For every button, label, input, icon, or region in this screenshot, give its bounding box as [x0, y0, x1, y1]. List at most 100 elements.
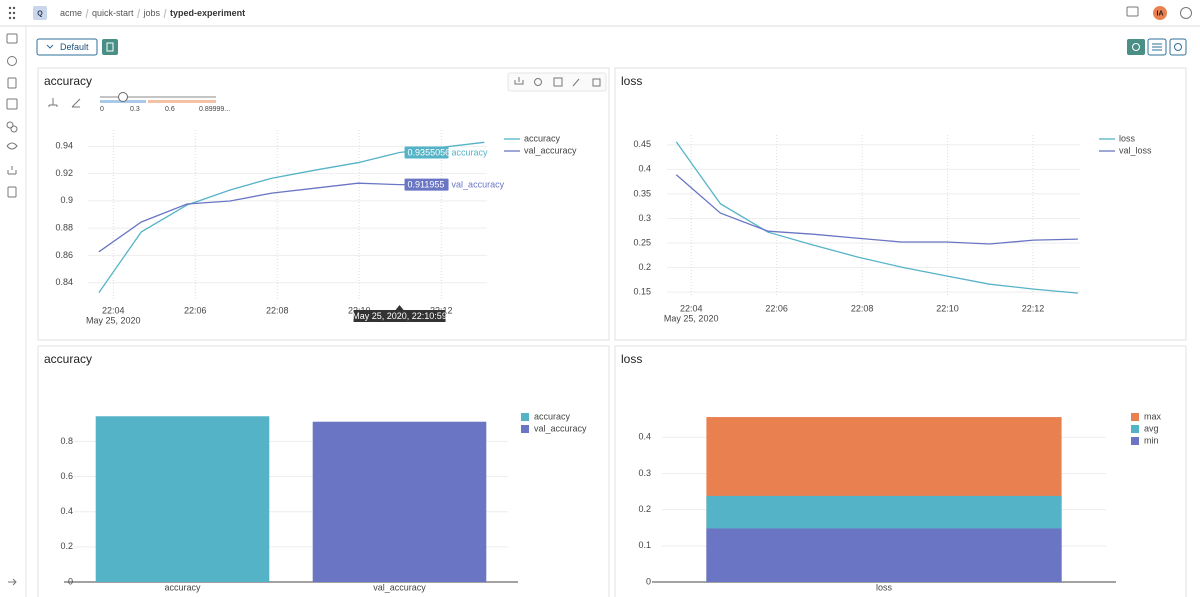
y-tick-label: 0.45 [633, 139, 651, 149]
breadcrumb-separator [163, 8, 167, 19]
legend-label: avg [1144, 423, 1159, 433]
chart-title: accuracy [44, 74, 92, 88]
add-chart-button[interactable] [1127, 39, 1145, 55]
y-tick-label: 0.94 [55, 141, 73, 151]
refresh-button[interactable] [1169, 38, 1187, 56]
avatar[interactable] [1153, 6, 1167, 20]
y-tick-label: 0.3 [638, 468, 651, 478]
x-date-label: May 25, 2020 [86, 315, 141, 325]
hover-x-box [353, 310, 446, 322]
apps-icon[interactable] [8, 6, 16, 20]
y-tick-label: 0.92 [55, 168, 73, 178]
y-tick-label: 0.2 [638, 262, 651, 272]
breadcrumb-separator [137, 8, 141, 19]
slider-label: 0.6 [165, 106, 175, 113]
line-series [675, 141, 1078, 294]
breadcrumb-item[interactable]: acme [60, 8, 82, 18]
x-tick-label: val_accuracy [373, 582, 426, 592]
y-tick-label: 0 [68, 576, 73, 586]
sidebar-icons[interactable] [6, 33, 18, 586]
legend-label: val_accuracy [524, 145, 577, 155]
breadcrumb: acme quick-start jobs typed-experiment [60, 8, 245, 19]
project-badge-text: Q [37, 10, 43, 17]
bar [312, 421, 487, 582]
x-tick-label: 22:12 [1022, 303, 1045, 313]
x-tick-label: 22:06 [765, 303, 788, 313]
y-tick-label: 0.8 [60, 436, 73, 446]
project-badge[interactable] [33, 6, 47, 20]
breadcrumb-item[interactable]: jobs [143, 8, 161, 18]
slider-label: 0.89999... [199, 106, 230, 113]
x-tick-label: 22:10 [936, 303, 959, 313]
y-tick-label: 0.15 [633, 286, 651, 296]
legend-swatch [1131, 413, 1139, 421]
y-tick-label: 0.6 [60, 471, 73, 481]
y-tick-label: 0.9 [60, 195, 73, 205]
add-icon [1132, 43, 1140, 51]
hover-value: 0.9355056 [408, 147, 451, 157]
dropdown-caret [46, 44, 54, 49]
y-tick-label: 0.3 [638, 213, 651, 223]
legend-swatch [521, 413, 529, 421]
legend-swatch [521, 425, 529, 433]
legend-swatch [1131, 425, 1139, 433]
save-view-button[interactable] [102, 39, 118, 55]
y-tick-label: 0.35 [633, 188, 651, 198]
bar [706, 528, 1062, 582]
x-date-label: May 25, 2020 [664, 313, 719, 323]
view-label: Default [60, 42, 89, 52]
bar [95, 416, 270, 582]
y-tick-label: 0.84 [55, 277, 73, 287]
y-tick-label: 0.88 [55, 223, 73, 233]
view-dropdown[interactable] [36, 38, 98, 56]
legend-label: accuracy [524, 133, 561, 143]
line-series [98, 182, 442, 253]
x-tick-label: loss [876, 582, 893, 592]
y-tick-label: 0.4 [638, 432, 651, 442]
x-tick-label: 22:08 [266, 305, 289, 315]
help-icon[interactable] [1180, 7, 1192, 19]
y-tick-label: 0 [646, 576, 651, 586]
legend-label: accuracy [534, 411, 571, 421]
breadcrumb-item[interactable]: typed-experiment [170, 8, 245, 18]
legend-label: val_accuracy [534, 423, 587, 433]
save-icon [106, 42, 114, 52]
top-bar [0, 0, 1200, 26]
chart-title: accuracy [44, 352, 92, 366]
y-tick-label: 0.2 [638, 504, 651, 514]
slider-label: 0.3 [130, 106, 140, 113]
hover-value-box [404, 146, 449, 159]
panel [37, 67, 610, 341]
hover-value-box [404, 178, 449, 191]
layout-icon [1152, 43, 1162, 51]
panel-actions[interactable] [507, 72, 607, 92]
hover-pointer [395, 305, 404, 310]
y-tick-label: 0.4 [60, 506, 73, 516]
hover-series-name: accuracy [452, 147, 489, 157]
y-tick-label: 0.25 [633, 237, 651, 247]
y-tick-label: 0.2 [60, 541, 73, 551]
chart-title: loss [621, 352, 642, 366]
avatar-text: IA [1157, 10, 1164, 17]
legend-label: min [1144, 435, 1159, 445]
legend-label: loss [1119, 133, 1136, 143]
y-tick-label: 0.4 [638, 164, 651, 174]
y-tick-label: 0.1 [638, 540, 651, 550]
refresh-icon [1174, 43, 1182, 51]
smoothing-slider[interactable] [100, 92, 216, 104]
legend-label: max [1144, 411, 1162, 421]
breadcrumb-separator [85, 8, 89, 19]
legend-label: val_loss [1119, 145, 1152, 155]
x-tick-label: accuracy [164, 582, 201, 592]
breadcrumb-item[interactable]: quick-start [92, 8, 134, 18]
x-tick-label: 22:04 [680, 303, 703, 313]
hover-series-name: val_accuracy [452, 179, 505, 189]
chart-mode-icons[interactable] [48, 98, 81, 108]
legend-swatch [1131, 437, 1139, 445]
folder-icon[interactable] [1126, 6, 1139, 17]
x-tick-label: 22:08 [851, 303, 874, 313]
panel [614, 67, 1187, 341]
x-tick-label: 22:04 [102, 305, 125, 315]
